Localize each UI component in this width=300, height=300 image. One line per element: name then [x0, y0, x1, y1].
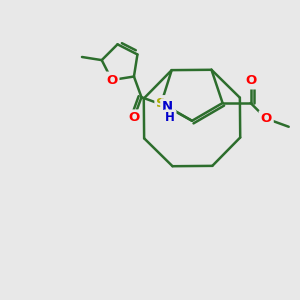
Text: H: H	[165, 111, 175, 124]
Text: O: O	[245, 74, 256, 88]
Text: O: O	[128, 111, 140, 124]
Text: O: O	[106, 74, 118, 86]
Text: O: O	[260, 112, 272, 125]
Text: N: N	[162, 100, 173, 113]
Text: S: S	[156, 97, 166, 110]
